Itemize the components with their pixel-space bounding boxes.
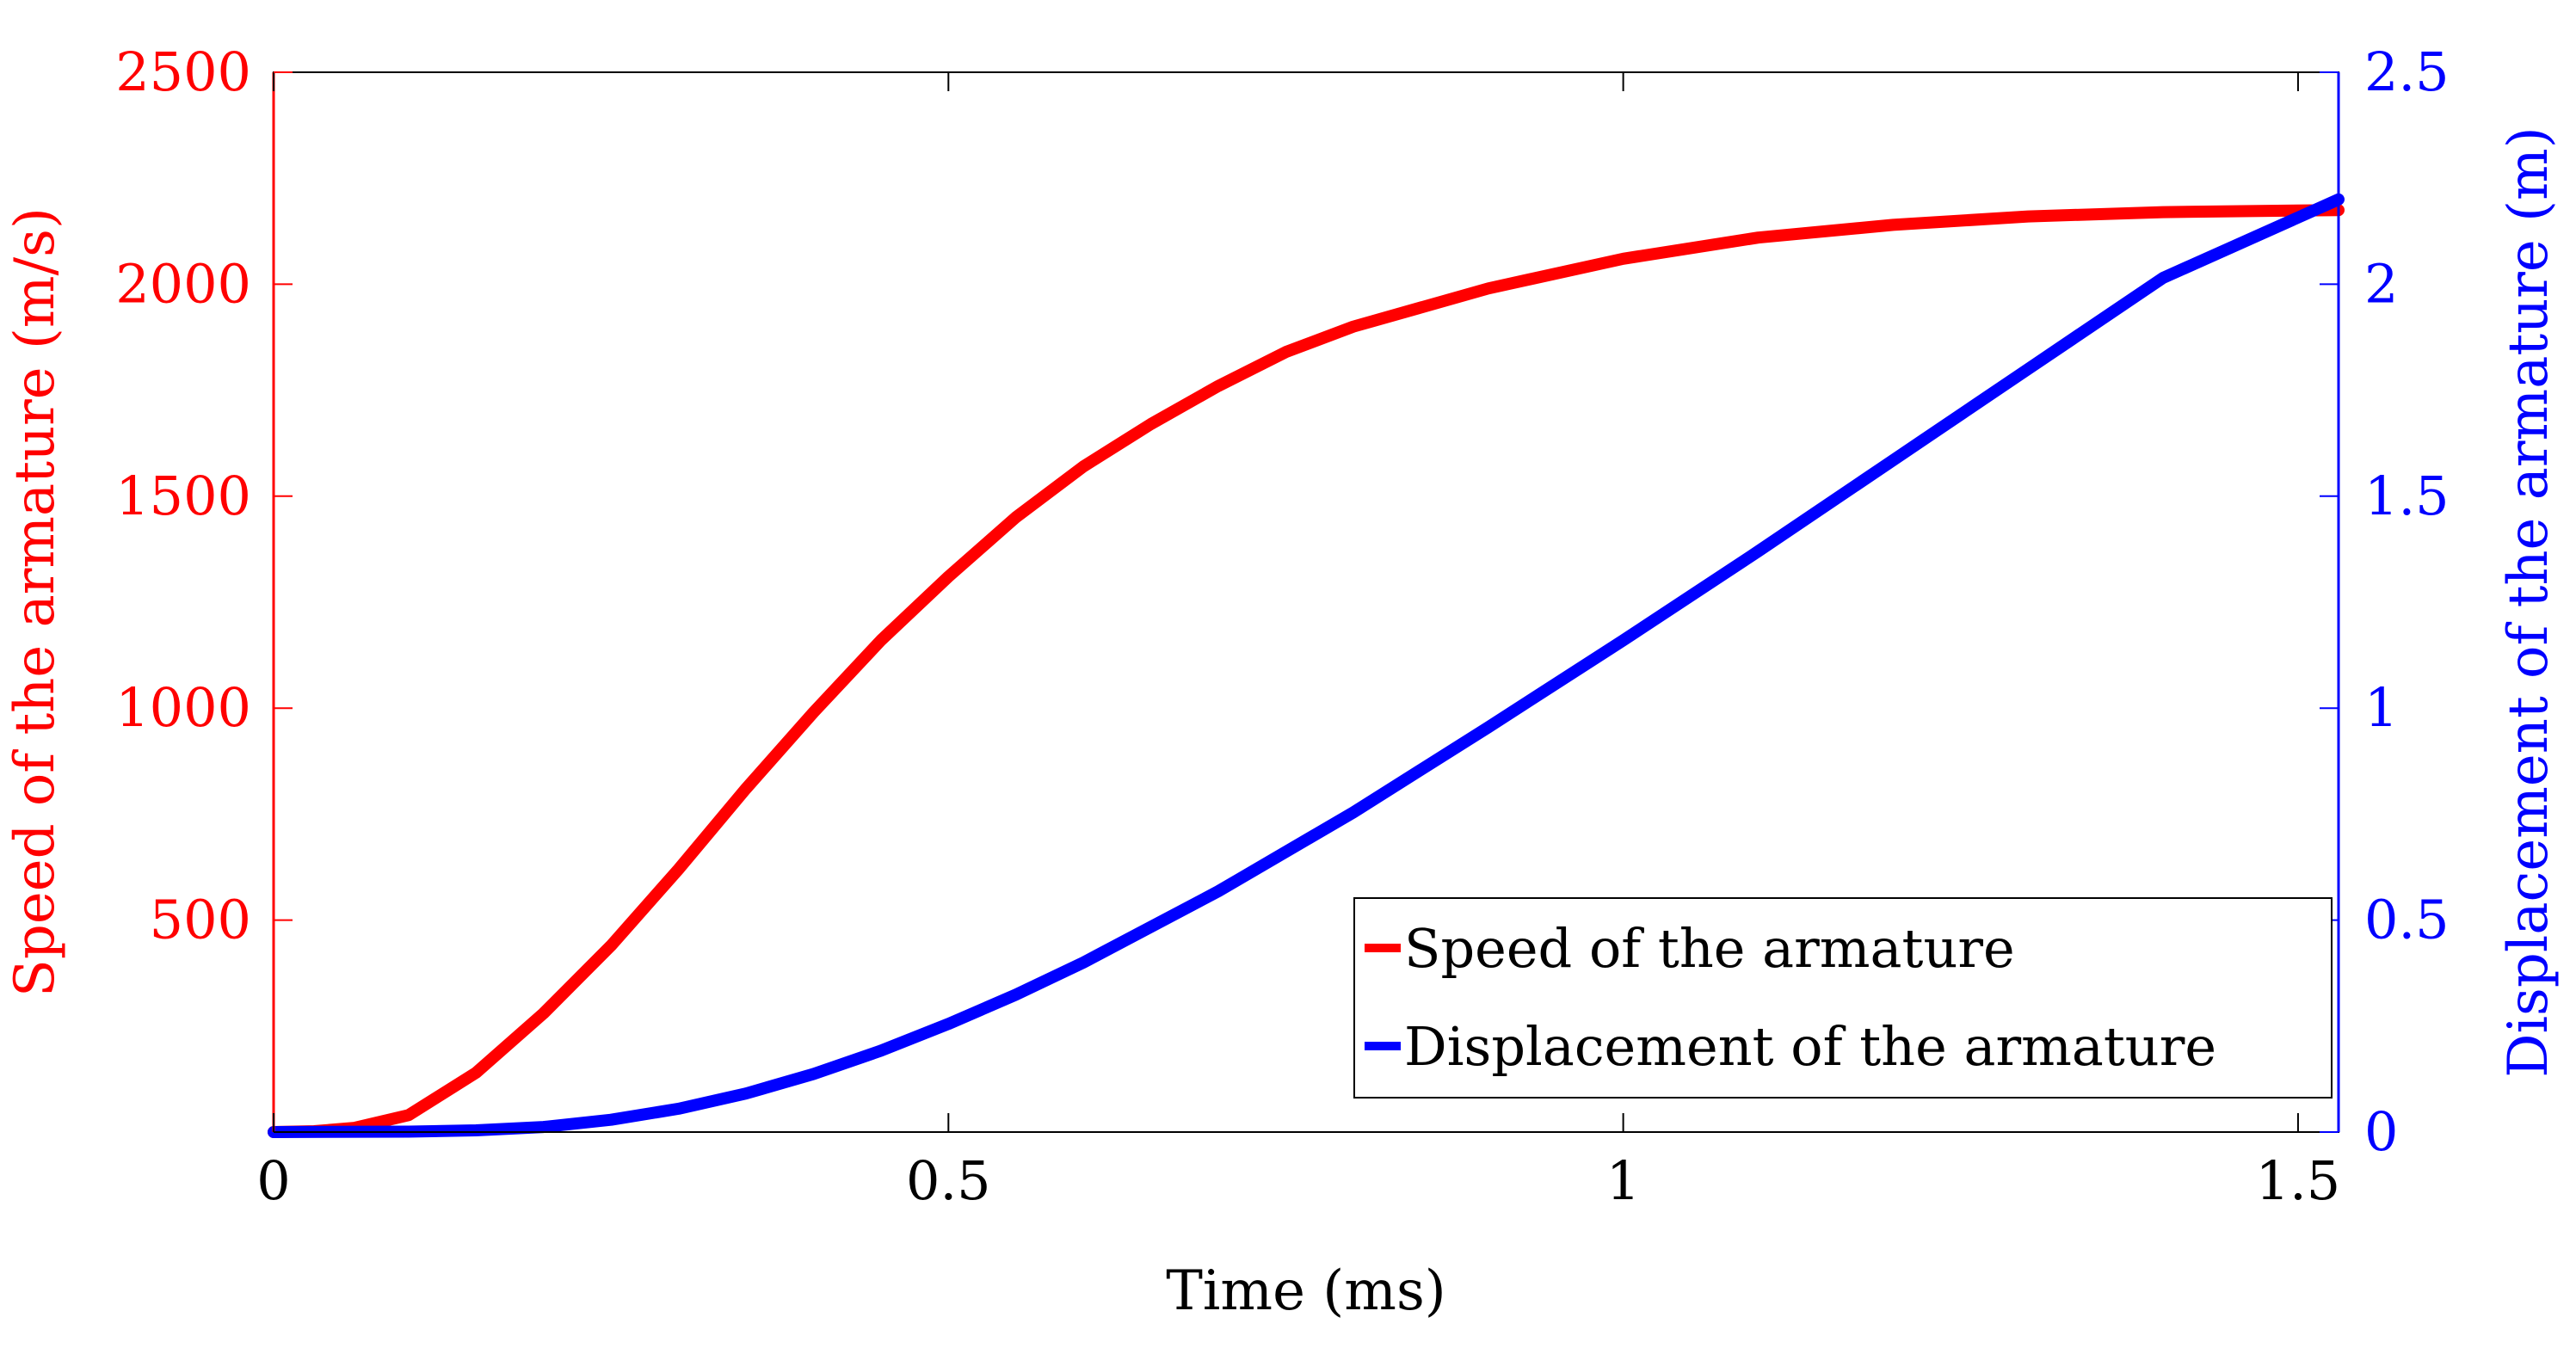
- y-left-tick-label: 500: [150, 889, 251, 951]
- y-right-tick-label: 2.5: [2364, 40, 2450, 103]
- y-left-tick-label: 2000: [115, 252, 251, 315]
- y-right-axis-title: Displacement of the armature (m): [2497, 126, 2561, 1077]
- x-axis-title: Time (ms): [1166, 1259, 1446, 1323]
- legend-label-speed: Speed of the armature: [1404, 917, 2015, 980]
- axes-layer: 0 0.5 1 1.5 500 1000 1500 2000 2500 0 0.5 1 1.5 2 2.5: [115, 40, 2449, 1212]
- y-left-tick-label: 1000: [115, 676, 251, 739]
- y-right-tick-label: 2: [2364, 252, 2398, 315]
- y-right-tick-label: 1: [2364, 676, 2398, 739]
- series-layer: [268, 193, 2345, 1138]
- x-tick-label: 1: [1606, 1149, 1640, 1212]
- x-tick-label: 0.5: [906, 1149, 991, 1212]
- legend-box: [1353, 897, 2333, 1099]
- x-tick-label: 0: [256, 1149, 290, 1212]
- y-right-tick-label: 1.5: [2364, 465, 2450, 527]
- y-right-tick-label: 0.5: [2364, 889, 2450, 951]
- y-left-tick-label: 2500: [115, 40, 251, 103]
- series-line-speed: [268, 204, 2345, 1138]
- legend: Speed of the armature Displacement of th…: [1353, 897, 2333, 1099]
- legend-label-displacement: Displacement of the armature: [1404, 1015, 2216, 1078]
- y-left-axis-title: Speed of the armature (m/s): [3, 207, 67, 997]
- series-line-displacement: [268, 193, 2345, 1138]
- y-left-tick-label: 1500: [115, 465, 251, 527]
- x-tick-label: 1.5: [2256, 1149, 2341, 1212]
- y-right-tick-label: 0: [2364, 1100, 2398, 1163]
